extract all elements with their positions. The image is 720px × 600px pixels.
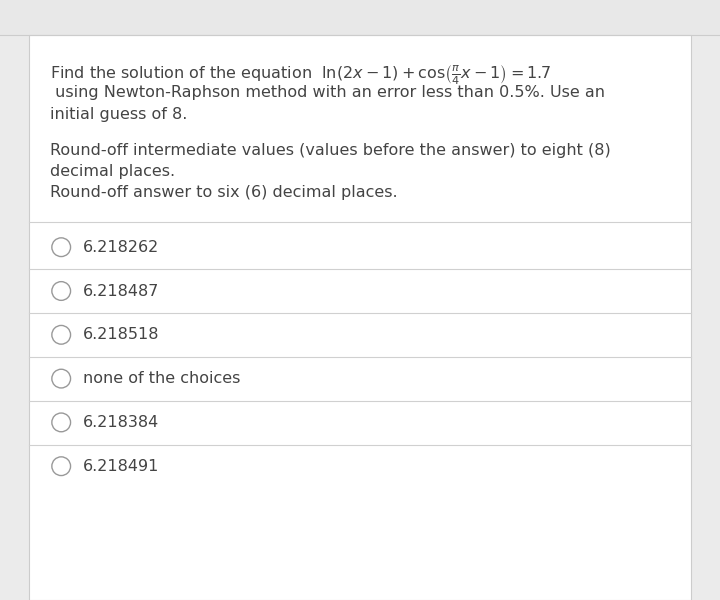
- Text: initial guess of 8.: initial guess of 8.: [50, 107, 188, 122]
- Text: decimal places.: decimal places.: [50, 164, 176, 179]
- Text: using Newton-Raphson method with an error less than 0.5%. Use an: using Newton-Raphson method with an erro…: [50, 85, 606, 100]
- Bar: [0, 0, 720, 35]
- Text: Round-off answer to six (6) decimal places.: Round-off answer to six (6) decimal plac…: [50, 185, 398, 200]
- Text: 6.218518: 6.218518: [83, 328, 159, 342]
- Text: 6.218491: 6.218491: [83, 458, 159, 474]
- Text: 6.218384: 6.218384: [83, 415, 159, 430]
- Text: 6.218487: 6.218487: [83, 283, 159, 298]
- Text: none of the choices: none of the choices: [83, 371, 240, 386]
- Text: 6.218262: 6.218262: [83, 240, 159, 254]
- Text: Find the solution of the equation  $\ln(2x - 1) + \cos\!\left(\frac{\pi}{4}x - 1: Find the solution of the equation $\ln(2…: [50, 63, 552, 86]
- Text: Round-off intermediate values (values before the answer) to eight (8): Round-off intermediate values (values be…: [50, 143, 611, 158]
